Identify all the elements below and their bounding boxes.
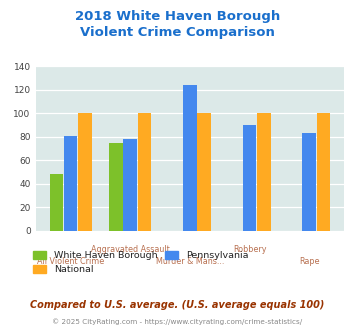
Text: Compared to U.S. average. (U.S. average equals 100): Compared to U.S. average. (U.S. average … [30,300,325,310]
Bar [257,113,271,231]
Bar [109,143,123,231]
Bar [183,85,197,231]
Bar [50,175,63,231]
Bar [197,113,211,231]
Text: All Violent Crime: All Violent Crime [37,257,104,266]
Text: © 2025 CityRating.com - https://www.cityrating.com/crime-statistics/: © 2025 CityRating.com - https://www.city… [53,318,302,325]
Text: Robbery: Robbery [233,245,266,254]
Bar [317,113,330,231]
Text: Murder & Mans...: Murder & Mans... [156,257,224,266]
Text: 2018 White Haven Borough
Violent Crime Comparison: 2018 White Haven Borough Violent Crime C… [75,10,280,39]
Bar [243,125,256,231]
Bar [138,113,151,231]
Bar [124,139,137,231]
Bar [302,133,316,231]
Bar [64,136,77,231]
Text: Aggravated Assault: Aggravated Assault [91,245,170,254]
Bar [78,113,92,231]
Text: Rape: Rape [299,257,320,266]
Legend: White Haven Borough, National, Pennsylvania: White Haven Borough, National, Pennsylva… [33,251,248,274]
